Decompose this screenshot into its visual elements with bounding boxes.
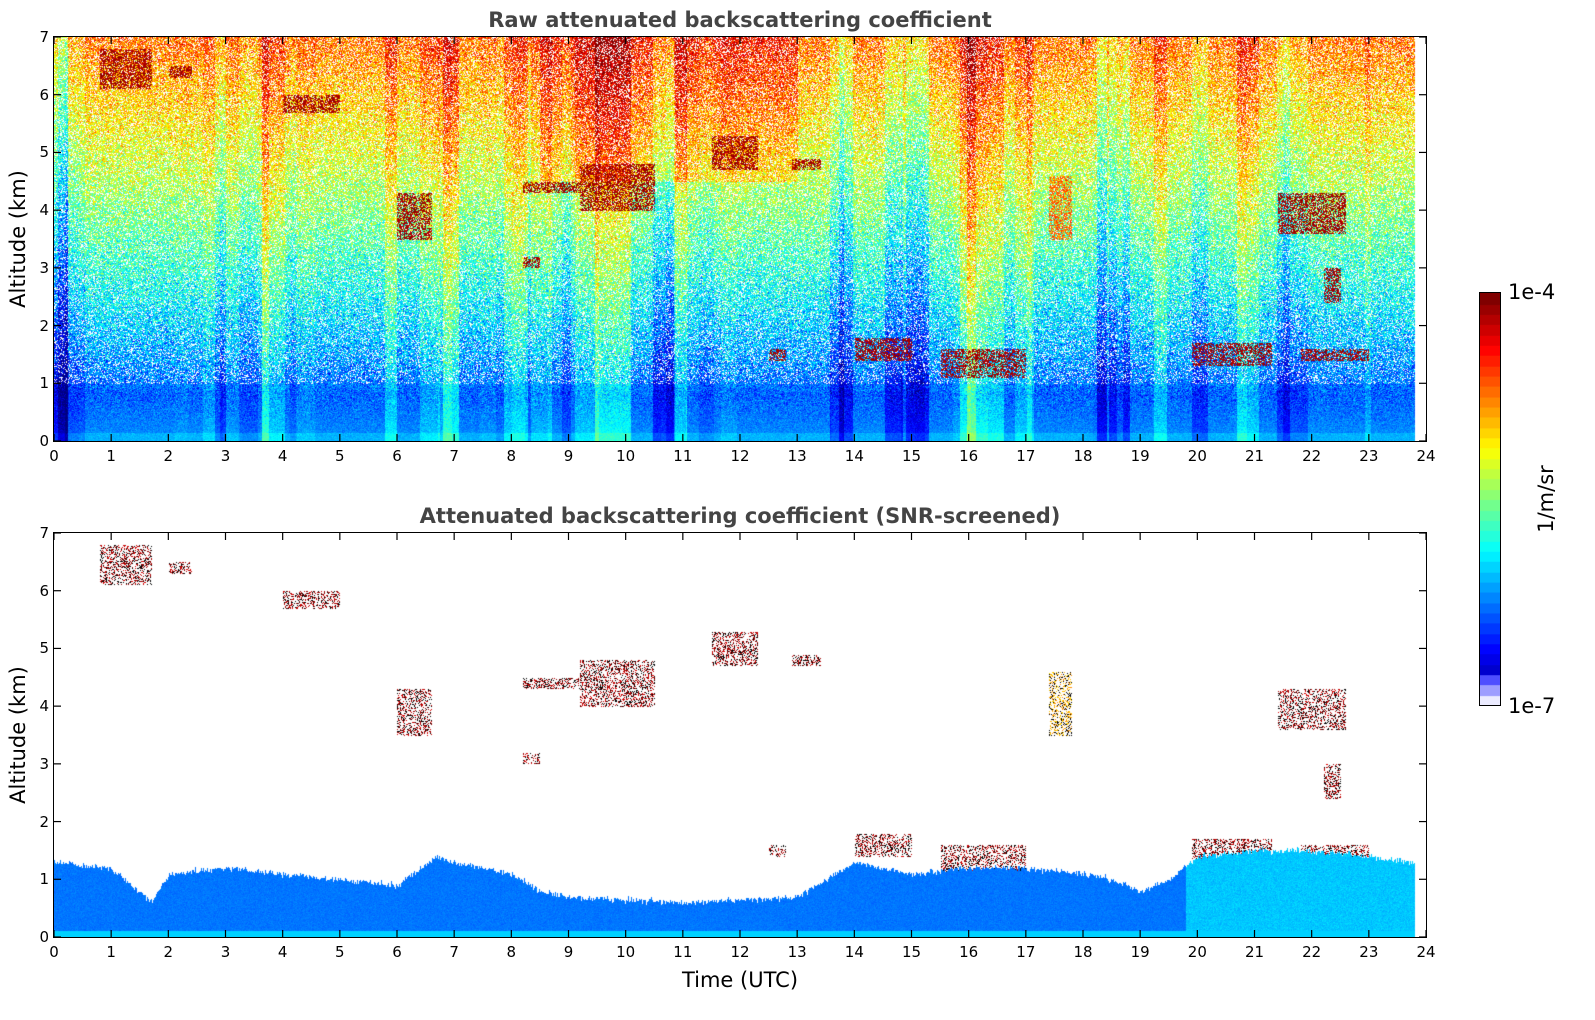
xtick-label: 0 [49, 447, 59, 465]
ytick-label: 2 [39, 316, 49, 335]
xtick-label: 6 [392, 943, 402, 961]
panel1-frame [53, 36, 1427, 442]
xtick-label: 2 [163, 943, 174, 961]
ytick-label: 7 [39, 524, 49, 542]
xtick-label: 2 [163, 447, 174, 465]
xtick-label: 21 [1244, 943, 1265, 961]
xtick-label: 13 [787, 447, 807, 465]
xtick-label: 5 [335, 943, 345, 961]
xtick-label: 7 [449, 447, 459, 465]
xtick-label: 13 [787, 943, 807, 961]
xtick-label: 3 [220, 943, 231, 961]
panel1-heatmap [54, 37, 1426, 441]
ytick-label: 7 [39, 28, 49, 46]
panel2-title: Attenuated backscattering coefficient (S… [419, 504, 1061, 528]
xtick-label: 8 [506, 447, 517, 465]
xtick-label: 6 [392, 447, 402, 465]
ytick-label: 0 [39, 928, 49, 946]
colorbar-max-label: 1e-4 [1508, 280, 1556, 304]
xtick-label: 9 [563, 943, 574, 961]
ytick-label: 5 [39, 639, 49, 658]
xtick-label: 9 [563, 447, 574, 465]
xtick-label: 15 [901, 447, 922, 465]
xtick-label: 16 [959, 447, 979, 465]
colorbar [1479, 292, 1501, 706]
ytick-label: 6 [39, 581, 49, 600]
xtick-label: 18 [1073, 943, 1093, 961]
xtick-label: 16 [959, 943, 979, 961]
colorbar-min-label: 1e-7 [1508, 694, 1556, 718]
ytick-label: 4 [39, 201, 49, 220]
xtick-label: 15 [901, 943, 922, 961]
panel2-ylabel: Altitude (km) [6, 666, 30, 804]
xtick-label: 1 [106, 943, 116, 961]
xtick-label: 18 [1073, 447, 1093, 465]
xtick-label: 21 [1244, 447, 1265, 465]
xtick-label: 24 [1416, 447, 1436, 465]
xtick-label: 22 [1302, 447, 1322, 465]
colorbar-unit-label: 1/m/sr [1534, 465, 1558, 533]
xtick-label: 19 [1130, 447, 1150, 465]
xtick-label: 14 [844, 447, 864, 465]
xtick-label: 5 [335, 447, 345, 465]
ytick-label: 1 [39, 374, 49, 393]
xtick-label: 4 [277, 447, 288, 465]
xtick-label: 24 [1416, 943, 1436, 961]
xtick-label: 20 [1187, 447, 1207, 465]
xtick-label: 4 [277, 943, 288, 961]
xtick-label: 10 [616, 447, 636, 465]
xtick-label: 11 [673, 447, 693, 465]
xtick-label: 10 [616, 943, 636, 961]
ytick-label: 3 [39, 258, 49, 277]
ytick-label: 6 [39, 85, 49, 104]
ytick-label: 3 [39, 754, 49, 773]
xtick-label: 8 [506, 943, 517, 961]
xtick-label: 22 [1302, 943, 1322, 961]
ytick-label: 2 [39, 812, 49, 831]
xtick-label: 0 [49, 943, 59, 961]
panel1-title: Raw attenuated backscattering coefficien… [488, 8, 992, 32]
panel2-xlabel: Time (UTC) [681, 968, 799, 992]
panel2-heatmap [54, 533, 1426, 937]
xtick-label: 23 [1359, 943, 1379, 961]
panel2-frame [53, 532, 1427, 938]
ytick-label: 1 [39, 870, 49, 889]
xtick-label: 1 [106, 447, 116, 465]
xtick-label: 12 [730, 447, 750, 465]
xtick-label: 23 [1359, 447, 1379, 465]
ytick-label: 4 [39, 697, 49, 716]
xtick-label: 12 [730, 943, 750, 961]
xtick-label: 17 [1016, 447, 1036, 465]
xtick-label: 17 [1016, 943, 1036, 961]
xtick-label: 19 [1130, 943, 1150, 961]
panel1-ylabel: Altitude (km) [6, 170, 30, 308]
xtick-label: 7 [449, 943, 459, 961]
xtick-label: 14 [844, 943, 864, 961]
xtick-label: 20 [1187, 943, 1207, 961]
xtick-label: 3 [220, 447, 231, 465]
xtick-label: 11 [673, 943, 693, 961]
ytick-label: 0 [39, 432, 49, 450]
ytick-label: 5 [39, 143, 49, 162]
